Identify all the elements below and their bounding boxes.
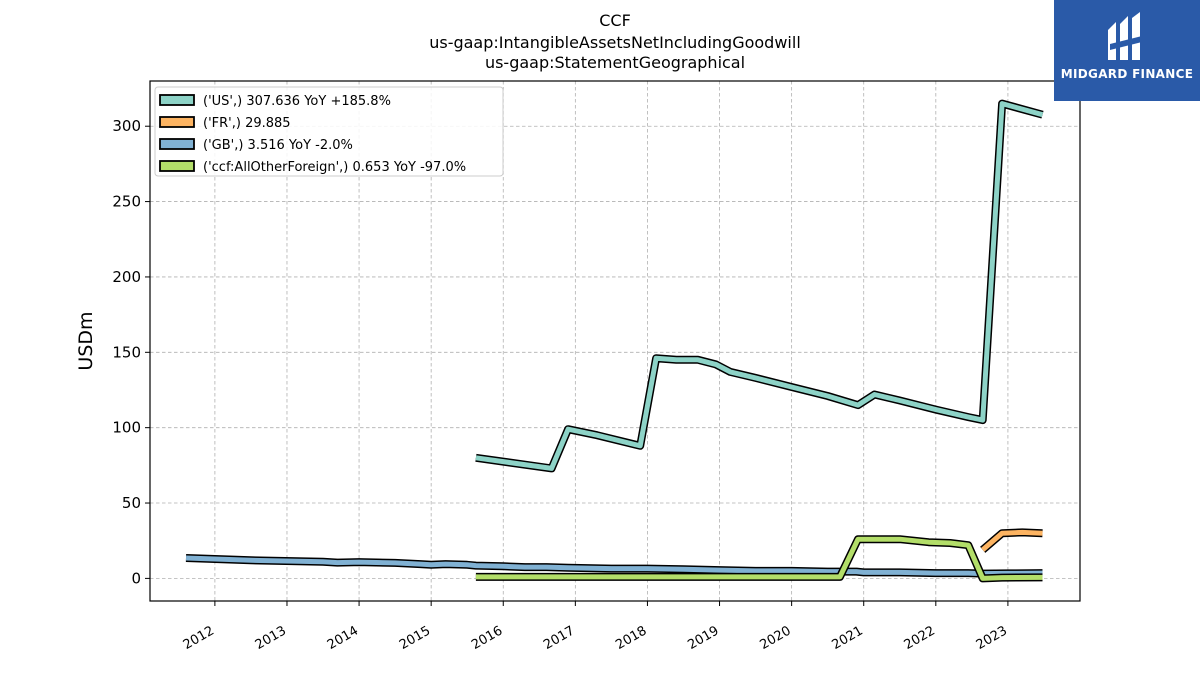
x-axis: 2012 2013 2014 2015 2016 2017 2018 2019 2020 2021… — [181, 601, 1010, 653]
legend-swatch — [159, 160, 195, 172]
y-tick-label: 100 — [112, 419, 141, 437]
y-tick-label: 50 — [122, 494, 141, 512]
legend-swatch — [159, 138, 195, 150]
midgard-finance-logo: MIDGARD FINANCE — [1054, 0, 1200, 101]
midgard-logo-icon — [1108, 12, 1142, 60]
legend-entry-label: ('ccf:AllOtherForeign',) 0.653 YoY -97.0… — [203, 160, 466, 175]
y-tick-label: 250 — [112, 193, 141, 211]
legend-entry-label: ('FR',) 29.885 — [203, 116, 291, 131]
x-tick-label: 2012 — [181, 623, 217, 653]
y-axis-label: USDm — [75, 311, 97, 370]
x-tick-label: 2021 — [830, 623, 866, 653]
y-tick-label: 200 — [112, 268, 141, 286]
series-line — [981, 529, 1043, 552]
series-layer — [185, 99, 1044, 583]
legend-entry-label: ('GB',) 3.516 YoY -2.0% — [203, 138, 353, 153]
chart-title: CCF us-gaap:IntangibleAssetsNetIncluding… — [429, 11, 801, 72]
x-tick-label: 2015 — [397, 623, 433, 653]
legend-swatch — [159, 116, 195, 128]
legend-box — [154, 86, 504, 177]
series-line — [475, 536, 1043, 581]
x-tick-label: 2017 — [541, 623, 577, 653]
x-tick-label: 2020 — [757, 623, 793, 653]
series-line — [475, 101, 1044, 471]
x-tick-label: 2013 — [253, 623, 289, 653]
grid — [150, 81, 1080, 601]
legend-entry-label: ('US',) 307.636 YoY +185.8% — [203, 94, 391, 109]
y-tick-label: 300 — [112, 117, 141, 135]
chart-title-line-1: CCF — [599, 11, 631, 30]
x-tick-label: 2016 — [469, 623, 505, 653]
series-line — [185, 555, 1043, 577]
y-tick-label: 0 — [131, 569, 141, 587]
y-tick-label: 150 — [112, 343, 141, 361]
legend-swatch — [159, 94, 195, 106]
x-tick-label: 2022 — [902, 623, 938, 653]
x-tick-label: 2023 — [974, 623, 1010, 653]
legend: ('US',) 307.636 YoY +185.8% ('FR',) 29.88… — [154, 86, 504, 177]
logo-brand-text: MIDGARD FINANCE — [1060, 67, 1194, 81]
plot-frame — [149, 80, 1081, 602]
y-axis: 0 50 100 150 200 250 300 — [112, 117, 150, 587]
chart-title-line-3: us-gaap:StatementGeographical — [485, 53, 745, 72]
x-tick-label: 2014 — [325, 623, 361, 653]
chart-title-line-2: us-gaap:IntangibleAssetsNetIncludingGood… — [429, 33, 801, 52]
x-tick-label: 2018 — [613, 623, 649, 653]
x-tick-label: 2019 — [685, 623, 721, 653]
